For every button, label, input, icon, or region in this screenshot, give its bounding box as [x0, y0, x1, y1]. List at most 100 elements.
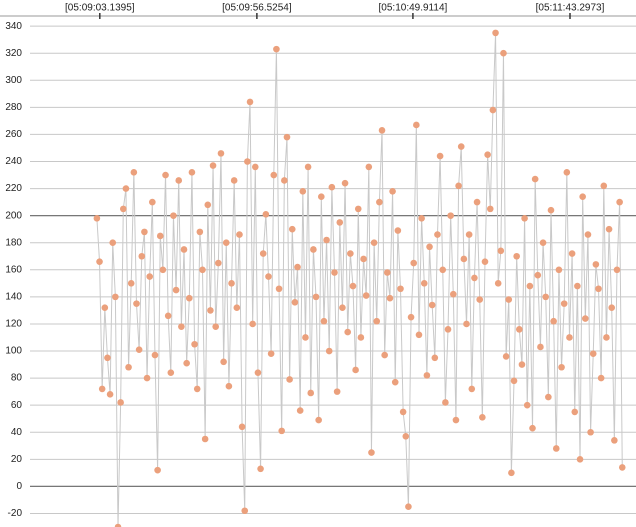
- data-point: [178, 323, 185, 330]
- data-point: [410, 259, 418, 267]
- data-point: [550, 317, 557, 325]
- series-line: [96, 32, 623, 527]
- data-point: [104, 354, 111, 362]
- data-point: [370, 239, 378, 247]
- x-tick-label: [05:10:49.9114]: [379, 3, 448, 14]
- data-point: [325, 347, 333, 355]
- data-point: [555, 266, 563, 274]
- data-point: [180, 246, 188, 253]
- data-point: [605, 225, 613, 233]
- data-point: [341, 179, 349, 187]
- data-point: [558, 363, 565, 371]
- data-point: [574, 282, 581, 290]
- data-point: [154, 466, 161, 474]
- data-point: [486, 205, 494, 213]
- x-tick-label: [05:09:56.5254]: [222, 3, 292, 14]
- data-point: [444, 326, 452, 333]
- y-tick-label: 340: [5, 21, 22, 32]
- data-point: [310, 246, 317, 253]
- data-point: [436, 152, 444, 160]
- y-tick-label: 0: [16, 481, 22, 492]
- data-point: [318, 193, 325, 200]
- data-point: [603, 334, 610, 341]
- data-point: [175, 177, 183, 184]
- data-point: [510, 377, 518, 385]
- data-point: [597, 374, 605, 382]
- data-point: [278, 427, 285, 435]
- y-tick-label: 120: [5, 319, 22, 330]
- data-point: [420, 280, 428, 287]
- data-point: [399, 408, 407, 416]
- y-tick-label: 280: [5, 102, 22, 113]
- data-point: [254, 369, 262, 376]
- data-point: [141, 228, 148, 236]
- data-point: [489, 106, 497, 114]
- data-point: [534, 271, 542, 279]
- data-point: [357, 334, 365, 341]
- data-point: [566, 334, 573, 341]
- data-point: [122, 185, 130, 192]
- data-point: [611, 437, 618, 444]
- data-point: [362, 292, 370, 299]
- y-tick-label: 160: [5, 264, 22, 275]
- data-point: [336, 219, 344, 226]
- y-tick-label: 140: [5, 292, 22, 303]
- data-point: [492, 29, 499, 37]
- data-point: [241, 507, 249, 515]
- data-point: [539, 239, 547, 247]
- data-point: [494, 280, 502, 287]
- data-point: [608, 304, 616, 311]
- data-point: [170, 212, 177, 219]
- data-point: [93, 215, 101, 222]
- data-point: [130, 169, 138, 176]
- y-tick-label: 60: [11, 400, 23, 411]
- data-point: [207, 307, 214, 314]
- data-point: [529, 424, 536, 432]
- data-point: [508, 469, 515, 477]
- data-point: [212, 323, 219, 330]
- data-point: [193, 385, 201, 393]
- y-tick-label: 40: [11, 427, 23, 438]
- data-point: [331, 269, 338, 276]
- data-point: [275, 285, 283, 293]
- data-point: [460, 255, 468, 263]
- data-point: [502, 353, 510, 360]
- data-point: [112, 293, 119, 301]
- data-point: [471, 274, 478, 282]
- data-point: [162, 171, 169, 179]
- data-point: [262, 210, 270, 218]
- data-point: [600, 182, 608, 190]
- data-point: [281, 177, 288, 184]
- data-point: [159, 266, 167, 274]
- data-point: [172, 286, 180, 294]
- data-point: [233, 304, 241, 311]
- data-point: [127, 280, 135, 287]
- data-point: [576, 456, 584, 463]
- data-point: [402, 433, 410, 440]
- data-point: [505, 296, 513, 303]
- data-point: [302, 334, 309, 341]
- data-point: [568, 250, 576, 257]
- data-point: [434, 231, 441, 238]
- y-tick-label: 320: [5, 48, 22, 59]
- data-point: [579, 193, 586, 200]
- data-point: [291, 298, 299, 306]
- data-point: [149, 198, 156, 206]
- data-point: [484, 151, 491, 159]
- data-point: [397, 285, 404, 293]
- data-point: [439, 266, 447, 274]
- data-point: [339, 304, 346, 311]
- data-point: [98, 385, 106, 393]
- y-tick-label: 220: [5, 183, 22, 194]
- data-point: [595, 285, 602, 293]
- data-point: [365, 163, 373, 171]
- data-point: [587, 428, 594, 436]
- data-point: [347, 250, 354, 257]
- data-point: [563, 169, 571, 176]
- data-point: [381, 351, 388, 359]
- data-point: [423, 372, 431, 379]
- data-point: [513, 252, 520, 260]
- data-point: [183, 359, 190, 367]
- data-point: [616, 198, 623, 206]
